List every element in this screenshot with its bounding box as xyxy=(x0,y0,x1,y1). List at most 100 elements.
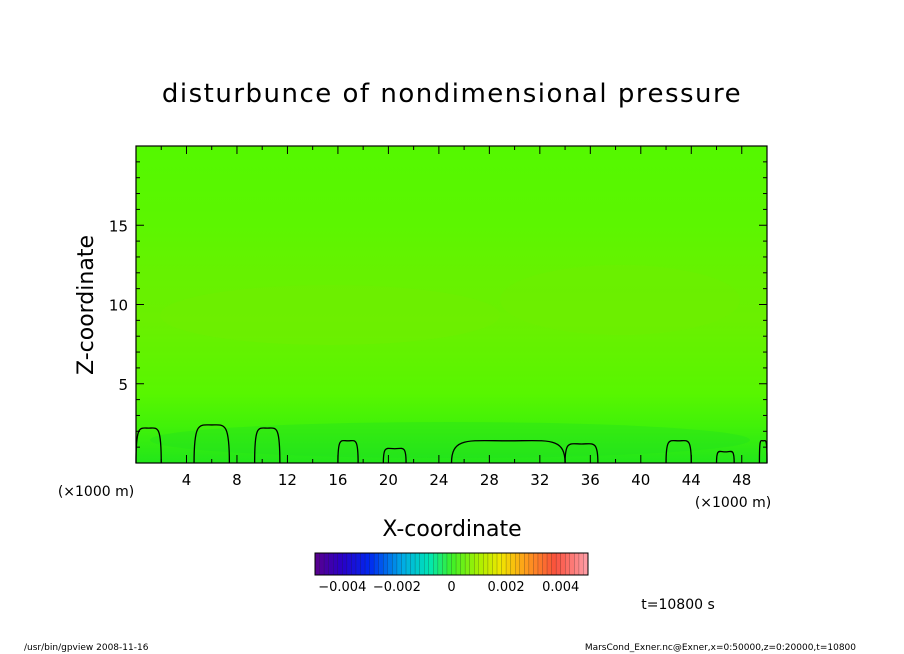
colorbar: −0.004 −0.002 0 0.002 0.004 xyxy=(314,552,589,595)
colorbar-swatch xyxy=(574,553,580,575)
colorbar-swatch xyxy=(410,553,416,575)
footer-left: /usr/bin/gpview 2008-11-16 xyxy=(24,643,149,653)
x-axis-label: X-coordinate xyxy=(382,517,521,542)
x-tick-label: 48 xyxy=(732,471,751,489)
colorbar-swatch xyxy=(460,553,466,575)
x-axis-unit: (×1000 m) xyxy=(695,495,771,511)
colorbar-swatch xyxy=(560,553,566,575)
chart-title: disturbunce of nondimensional pressure xyxy=(162,79,742,109)
colorbar-swatch xyxy=(369,553,375,575)
colorbar-swatch xyxy=(465,553,471,575)
colorbar-swatch xyxy=(424,553,430,575)
colorbar-tick-label: −0.004 xyxy=(318,580,366,595)
colorbar-swatch xyxy=(446,553,452,575)
contour-line xyxy=(193,424,231,464)
colorbar-swatch xyxy=(365,553,370,575)
y-axis-label: Z-coordinate xyxy=(74,235,99,375)
colorbar-swatch xyxy=(342,553,348,575)
x-tick-label: 16 xyxy=(328,471,347,489)
colorbar-tick-label: −0.002 xyxy=(373,580,421,595)
contour-line xyxy=(382,447,407,464)
contour-line xyxy=(337,439,359,464)
colorbar-swatch xyxy=(419,553,425,575)
contour-line xyxy=(253,427,281,464)
colorbar-swatch xyxy=(355,553,361,575)
colorbar-swatch xyxy=(528,553,534,575)
colorbar-swatch xyxy=(565,553,571,575)
colorbar-swatch xyxy=(578,553,584,575)
x-tick-label: 8 xyxy=(232,471,242,489)
colorbar-swatch xyxy=(428,553,434,575)
heatmap-patch xyxy=(160,285,500,345)
colorbar-swatch xyxy=(346,553,352,575)
colorbar-swatch xyxy=(406,553,411,575)
colorbar-swatch xyxy=(351,553,357,575)
x-tick-label: 28 xyxy=(480,471,499,489)
colorbar-swatch xyxy=(556,553,562,575)
contour-line xyxy=(135,427,162,464)
contour-line xyxy=(715,450,735,464)
colorbar-swatch xyxy=(547,553,552,575)
colorbar-swatch xyxy=(337,553,343,575)
colorbar-swatch xyxy=(519,553,525,575)
x-tick-label: 12 xyxy=(278,471,297,489)
colorbar-swatch xyxy=(487,553,493,575)
footer-right: MarsCond_Exner.nc@Exner,x=0:50000,z=0:20… xyxy=(585,643,856,653)
x-tick-label: 20 xyxy=(379,471,398,489)
colorbar-swatch xyxy=(515,553,521,575)
contour-line xyxy=(665,439,692,464)
colorbar-swatch xyxy=(324,553,330,575)
colorbar-swatch xyxy=(315,553,320,575)
colorbar-swatch xyxy=(456,553,461,575)
y-tick-label: 5 xyxy=(118,376,128,394)
y-axis-unit: (×1000 m) xyxy=(58,484,134,500)
colorbar-swatch xyxy=(469,553,475,575)
x-tick-label: 24 xyxy=(429,471,448,489)
colorbar-swatch xyxy=(378,553,384,575)
colorbar-swatch xyxy=(483,553,489,575)
colorbar-swatch xyxy=(437,553,443,575)
x-tick-label: 36 xyxy=(581,471,600,489)
colorbar-swatch xyxy=(374,553,380,575)
colorbar-swatch xyxy=(433,553,439,575)
colorbar-swatch xyxy=(319,553,325,575)
y-axis-ticks: 5 10 15 xyxy=(109,161,767,448)
colorbar-swatch xyxy=(510,553,516,575)
colorbar-swatch xyxy=(537,553,543,575)
y-tick-label: 15 xyxy=(109,217,128,235)
colorbar-swatch xyxy=(524,553,530,575)
colorbar-swatch xyxy=(401,553,407,575)
colorbar-tick-label: 0.004 xyxy=(542,580,579,595)
colorbar-swatch xyxy=(583,553,589,575)
colorbar-swatch xyxy=(533,553,539,575)
colorbar-swatch xyxy=(501,553,507,575)
colorbar-swatch xyxy=(478,553,484,575)
colorbar-tick-label: 0.002 xyxy=(487,580,524,595)
colorbar-swatch xyxy=(569,553,575,575)
colorbar-swatch xyxy=(451,553,457,575)
contour-line xyxy=(564,443,599,464)
colorbar-swatch xyxy=(542,553,548,575)
contour-line xyxy=(450,439,566,464)
colorbar-swatch xyxy=(497,553,502,575)
colorbar-swatch xyxy=(392,553,398,575)
colorbar-swatch xyxy=(442,553,448,575)
x-tick-label: 32 xyxy=(530,471,549,489)
colorbar-swatch xyxy=(333,553,339,575)
heatmap-patch xyxy=(500,265,740,335)
colorbar-swatch xyxy=(383,553,389,575)
colorbar-swatch xyxy=(387,553,393,575)
colorbar-swatch xyxy=(328,553,334,575)
y-tick-label: 10 xyxy=(109,297,128,315)
colorbar-swatches xyxy=(315,553,589,575)
colorbar-swatch xyxy=(474,553,480,575)
heatmap-field xyxy=(136,146,767,463)
time-label: t=10800 s xyxy=(641,597,715,613)
colorbar-swatch xyxy=(415,553,421,575)
colorbar-tick-label: 0 xyxy=(447,580,455,595)
x-tick-label: 40 xyxy=(631,471,650,489)
colorbar-swatch xyxy=(506,553,512,575)
heatmap-patch xyxy=(150,422,750,458)
colorbar-swatch xyxy=(551,553,557,575)
